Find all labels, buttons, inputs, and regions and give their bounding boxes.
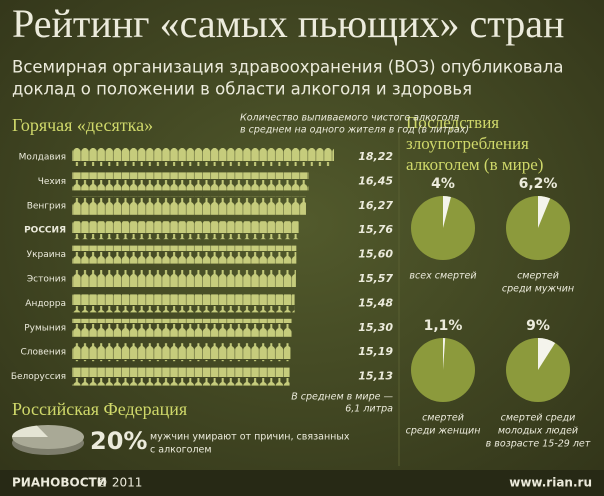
pie-slice xyxy=(12,425,48,437)
caption: с алкоголем xyxy=(150,445,212,456)
url: www.rian.ru xyxy=(509,476,592,490)
value-label: 15,76 xyxy=(358,223,393,236)
value-label: 20% xyxy=(90,427,147,455)
bar xyxy=(72,196,306,215)
value-label: 4% xyxy=(431,176,455,192)
copyright: © 2011 xyxy=(96,476,142,490)
caption: смертей среди xyxy=(501,413,576,424)
category-label: Словения xyxy=(20,348,66,358)
value-label: 9% xyxy=(526,318,550,334)
note: Количество выпиваемого чистого алкоголя xyxy=(240,113,459,124)
caption: среди мужчин xyxy=(502,284,574,295)
bar xyxy=(72,318,293,337)
title: Рейтинг «самых пьющих» стран xyxy=(12,1,564,46)
category-label: Молдавия xyxy=(19,153,66,163)
caption: мужчин умирают от причин, связанных xyxy=(150,432,350,443)
caption: всех смертей xyxy=(409,271,476,282)
section-title: Последствия xyxy=(406,113,499,132)
value-label: 1,1% xyxy=(424,318,463,334)
value-label: 15,13 xyxy=(358,370,393,383)
caption: в возрасте 15-29 лет xyxy=(486,439,591,450)
bar xyxy=(72,245,297,264)
caption: молодых людей xyxy=(498,426,578,437)
section-title: Российская Федерация xyxy=(12,399,187,419)
caption: смертей xyxy=(422,413,464,424)
bar xyxy=(72,148,334,166)
caption: смертей xyxy=(517,271,559,282)
category-label: РОССИЯ xyxy=(24,226,66,236)
bar xyxy=(72,270,296,288)
pie-slice xyxy=(538,196,551,228)
section-title: Горячая «десятка» xyxy=(12,115,153,135)
section-title: злоупотребления xyxy=(406,134,529,153)
pie-slice xyxy=(443,338,446,370)
note: в среднем на одного жителя в год (в литр… xyxy=(240,125,469,136)
category-label: Украина xyxy=(27,250,66,260)
category-label: Белоруссия xyxy=(11,372,66,382)
pie-slice xyxy=(443,196,451,228)
caption: среди женщин xyxy=(406,426,481,437)
subtitle: Всемирная организация здравоохранения (В… xyxy=(12,58,563,77)
value-label: 15,57 xyxy=(358,272,393,285)
category-label: Эстония xyxy=(27,275,66,285)
footnote: 6,1 литра xyxy=(345,404,393,415)
bar xyxy=(72,343,291,362)
value-label: 6,2% xyxy=(519,176,558,192)
value-label: 15,30 xyxy=(358,321,393,334)
bar xyxy=(72,294,295,313)
value-label: 16,45 xyxy=(358,174,393,187)
category-label: Андорра xyxy=(25,299,66,309)
value-label: 16,27 xyxy=(358,199,393,212)
footer-bar xyxy=(0,470,604,496)
value-label: 18,22 xyxy=(358,150,393,163)
bar xyxy=(72,172,309,191)
subtitle: доклад о положении в области алкоголя и … xyxy=(12,80,472,99)
category-label: Чехия xyxy=(38,177,66,187)
section-title: алкоголем (в мире) xyxy=(406,155,543,174)
value-label: 15,19 xyxy=(358,345,393,358)
category-label: Румыния xyxy=(24,323,66,333)
footnote: В среднем в мире — xyxy=(291,392,393,403)
category-label: Венгрия xyxy=(27,201,66,211)
bar xyxy=(72,221,299,240)
bar xyxy=(72,367,290,386)
value-label: 15,60 xyxy=(358,248,393,261)
pie-slice xyxy=(538,338,556,370)
value-label: 15,48 xyxy=(358,296,393,309)
brand: РИАНОВОСТИ xyxy=(12,476,107,490)
